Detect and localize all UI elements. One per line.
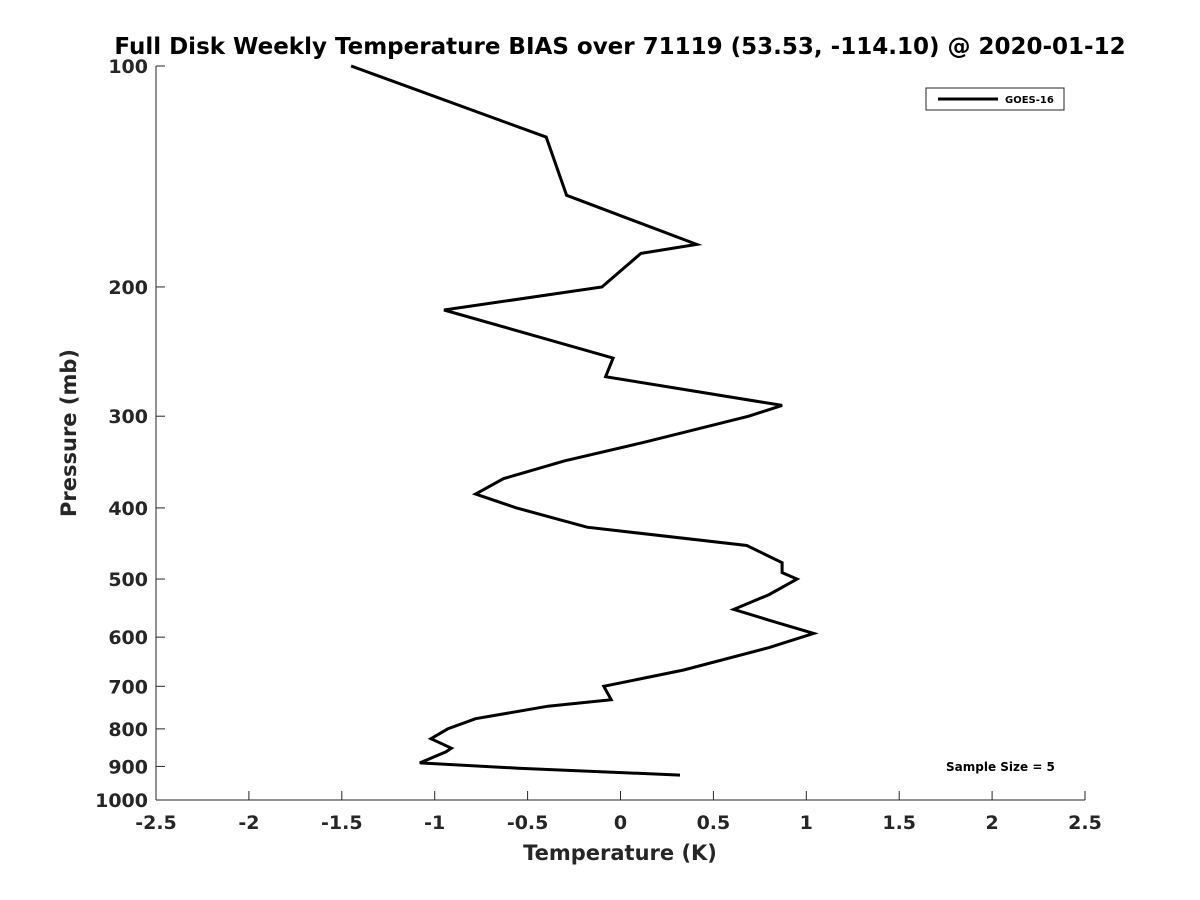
y-tick-label: 300 — [108, 406, 148, 428]
x-tick-label: -2.5 — [135, 812, 177, 834]
y-tick-label: 700 — [108, 676, 148, 698]
y-tick-label: 900 — [108, 756, 148, 778]
y-tick-label: 100 — [108, 56, 148, 78]
x-ticks: -2.5 -2 -1.5 -1 -0.5 0 0.5 1 1.5 2 2.5 — [135, 791, 1102, 834]
y-tick-label: 600 — [108, 627, 148, 649]
legend: GOES-16 — [925, 87, 1065, 111]
x-tick-label: 1.5 — [882, 812, 916, 834]
series-group — [350, 64, 819, 777]
sample-size-annotation: Sample Size = 5 — [946, 760, 1055, 774]
x-tick-label: 0 — [614, 812, 627, 834]
x-tick-label: 1 — [800, 812, 813, 834]
plot-axes — [155, 66, 1085, 801]
legend-label: GOES-16 — [1005, 95, 1054, 106]
x-tick-label: 2.5 — [1068, 812, 1102, 834]
x-tick-label: 0.5 — [697, 812, 731, 834]
y-ticks: 100 200 300 400 500 600 700 800 900 1000 — [95, 56, 165, 812]
x-tick-label: 2 — [985, 812, 998, 834]
x-tick-label: -1 — [424, 812, 445, 834]
series-line-goes-16 — [350, 64, 819, 777]
x-tick-label: -0.5 — [507, 812, 549, 834]
y-tick-label: 800 — [108, 719, 148, 741]
y-tick-label: 500 — [108, 569, 148, 591]
y-tick-label: 1000 — [95, 790, 148, 812]
x-axis-label: Temperature (K) — [523, 841, 717, 865]
y-tick-label: 200 — [108, 277, 148, 299]
x-tick-label: -1.5 — [321, 812, 363, 834]
y-axis-label: Pressure (mb) — [57, 349, 81, 517]
chart-title: Full Disk Weekly Temperature BIAS over 7… — [114, 34, 1125, 60]
x-tick-label: -2 — [238, 812, 259, 834]
y-tick-label: 400 — [108, 498, 148, 520]
